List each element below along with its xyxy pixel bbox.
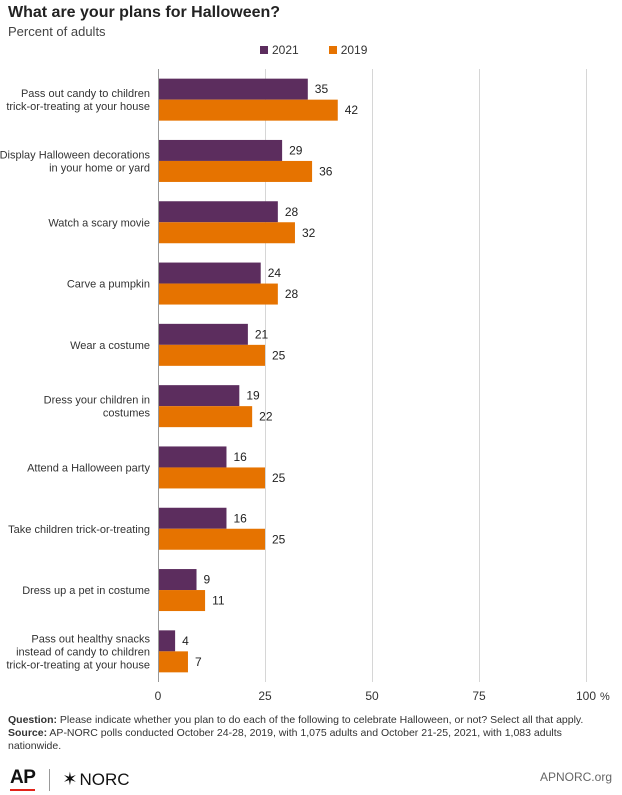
value-label-2021-3: 24 — [268, 266, 282, 280]
bar-2019-7 — [158, 528, 265, 550]
legend-item-2021: 2021 — [260, 43, 299, 57]
category-label-7: Take children trick-or-treating — [8, 524, 150, 536]
category-label-line: Wear a costume — [70, 340, 150, 352]
legend-label-2019: 2019 — [340, 43, 368, 57]
bar-2021-3 — [158, 262, 261, 284]
norc-logo: ✶ NORC — [62, 769, 129, 790]
chart-footer: Question: Please indicate whether you pl… — [8, 714, 614, 753]
category-label-6: Attend a Halloween party — [27, 462, 150, 474]
legend: 2021 2019 — [260, 43, 367, 57]
value-label-2019-3: 28 — [285, 287, 299, 301]
category-label-line: trick-or-treating at your house — [6, 659, 150, 671]
x-unit-label: % — [600, 691, 610, 703]
category-label-line: Watch a scary movie — [48, 217, 150, 229]
question-label: Question: — [8, 714, 57, 726]
source-label: Source: — [8, 727, 48, 739]
bar-2021-4 — [158, 323, 248, 345]
legend-item-2019: 2019 — [328, 43, 368, 57]
logos: AP ✶ NORC — [10, 768, 130, 791]
value-label-2019-6: 25 — [272, 471, 286, 485]
category-label-line: Carve a pumpkin — [67, 279, 150, 291]
bar-2019-9 — [158, 651, 188, 673]
value-label-2019-1: 36 — [319, 164, 333, 178]
value-label-2021-1: 29 — [289, 143, 303, 157]
value-label-2021-5: 19 — [246, 389, 260, 403]
category-label-line: trick-or-treating at your house — [6, 101, 150, 113]
x-tick-label-100: 100 — [576, 689, 596, 703]
category-label-line: Attend a Halloween party — [27, 462, 150, 474]
bar-2021-5 — [158, 385, 240, 407]
value-label-2019-4: 25 — [272, 348, 286, 362]
legend-swatch-2019 — [328, 46, 337, 54]
site-url: APNORC.org — [539, 770, 612, 784]
chart-title: What are your plans for Halloween? — [8, 4, 281, 21]
category-label-9: Pass out healthy snacks instead of candy … — [6, 633, 150, 671]
bar-2019-3 — [158, 283, 278, 305]
norc-logo-text: NORC — [79, 769, 130, 789]
value-label-2019-9: 7 — [195, 655, 202, 669]
legend-label-2021: 2021 — [272, 43, 299, 57]
category-label-line: Pass out healthy snacks — [31, 633, 150, 645]
x-tick-label-50: 50 — [365, 689, 379, 703]
category-label-line: costumes — [103, 408, 151, 420]
bar-2019-5 — [158, 406, 253, 428]
x-tick-label-25: 25 — [258, 689, 272, 703]
bar-2021-7 — [158, 507, 227, 529]
bar-2021-1 — [158, 139, 283, 161]
category-label-5: Dress your children in costumes — [44, 395, 151, 420]
category-label-line: Dress up a pet in costume — [22, 585, 150, 597]
x-tick-label-0: 0 — [155, 689, 162, 703]
category-label-3: Carve a pumpkin — [67, 279, 150, 291]
bar-2019-8 — [158, 590, 206, 612]
bar-2021-9 — [158, 630, 176, 652]
bar-2019-0 — [158, 99, 338, 121]
source-text: AP-NORC polls conducted October 24-28, 2… — [8, 727, 562, 752]
bar-2021-2 — [158, 201, 278, 223]
x-tick-label-75: 75 — [472, 689, 486, 703]
bar-chart: 0 25 50 75 100 %Pass out candy to children tri… — [0, 69, 610, 703]
value-label-2019-2: 32 — [302, 226, 316, 240]
legend-swatch-2021 — [260, 46, 268, 54]
value-label-2021-4: 21 — [255, 327, 269, 341]
bar-2019-1 — [158, 160, 313, 182]
value-label-2019-0: 42 — [345, 103, 359, 117]
bar-2021-8 — [158, 569, 197, 591]
category-label-line: Take children trick-or-treating — [8, 524, 150, 536]
category-label-line: Display Halloween decorations — [0, 149, 150, 161]
category-label-line: instead of candy to children — [16, 646, 150, 658]
chart-subtitle: Percent of adults — [8, 24, 106, 39]
category-label-2: Watch a scary movie — [48, 217, 150, 229]
norc-star-icon: ✶ — [62, 769, 78, 789]
value-label-2021-9: 4 — [182, 634, 189, 648]
value-label-2019-8: 11 — [212, 594, 225, 608]
question-note: Question: Please indicate whether you pl… — [8, 714, 614, 727]
bar-2021-6 — [158, 446, 227, 468]
bar-2019-2 — [158, 222, 295, 244]
category-label-line: Dress your children in — [44, 395, 150, 407]
value-label-2021-2: 28 — [285, 205, 299, 219]
ap-logo: AP — [10, 768, 36, 791]
value-label-2021-0: 35 — [315, 82, 329, 96]
value-label-2021-7: 16 — [233, 511, 247, 525]
question-text: Please indicate whether you plan to do e… — [57, 714, 584, 726]
category-label-line: in your home or yard — [49, 162, 150, 174]
bar-2021-0 — [158, 78, 308, 100]
category-label-1: Display Halloween decorations in your hom… — [0, 149, 150, 174]
value-label-2019-7: 25 — [272, 532, 286, 546]
bar-2019-6 — [158, 467, 265, 489]
value-label-2019-5: 22 — [259, 410, 273, 424]
category-label-0: Pass out candy to children trick-or-treat… — [6, 88, 150, 113]
value-label-2021-6: 16 — [233, 450, 247, 464]
logo-divider — [49, 768, 51, 791]
category-label-line: Pass out candy to children — [21, 88, 150, 100]
category-label-4: Wear a costume — [70, 340, 150, 352]
source-note: Source: AP-NORC polls conducted October … — [8, 727, 614, 753]
bar-2019-4 — [158, 344, 265, 366]
value-label-2021-8: 9 — [204, 573, 211, 587]
category-label-8: Dress up a pet in costume — [22, 585, 150, 597]
